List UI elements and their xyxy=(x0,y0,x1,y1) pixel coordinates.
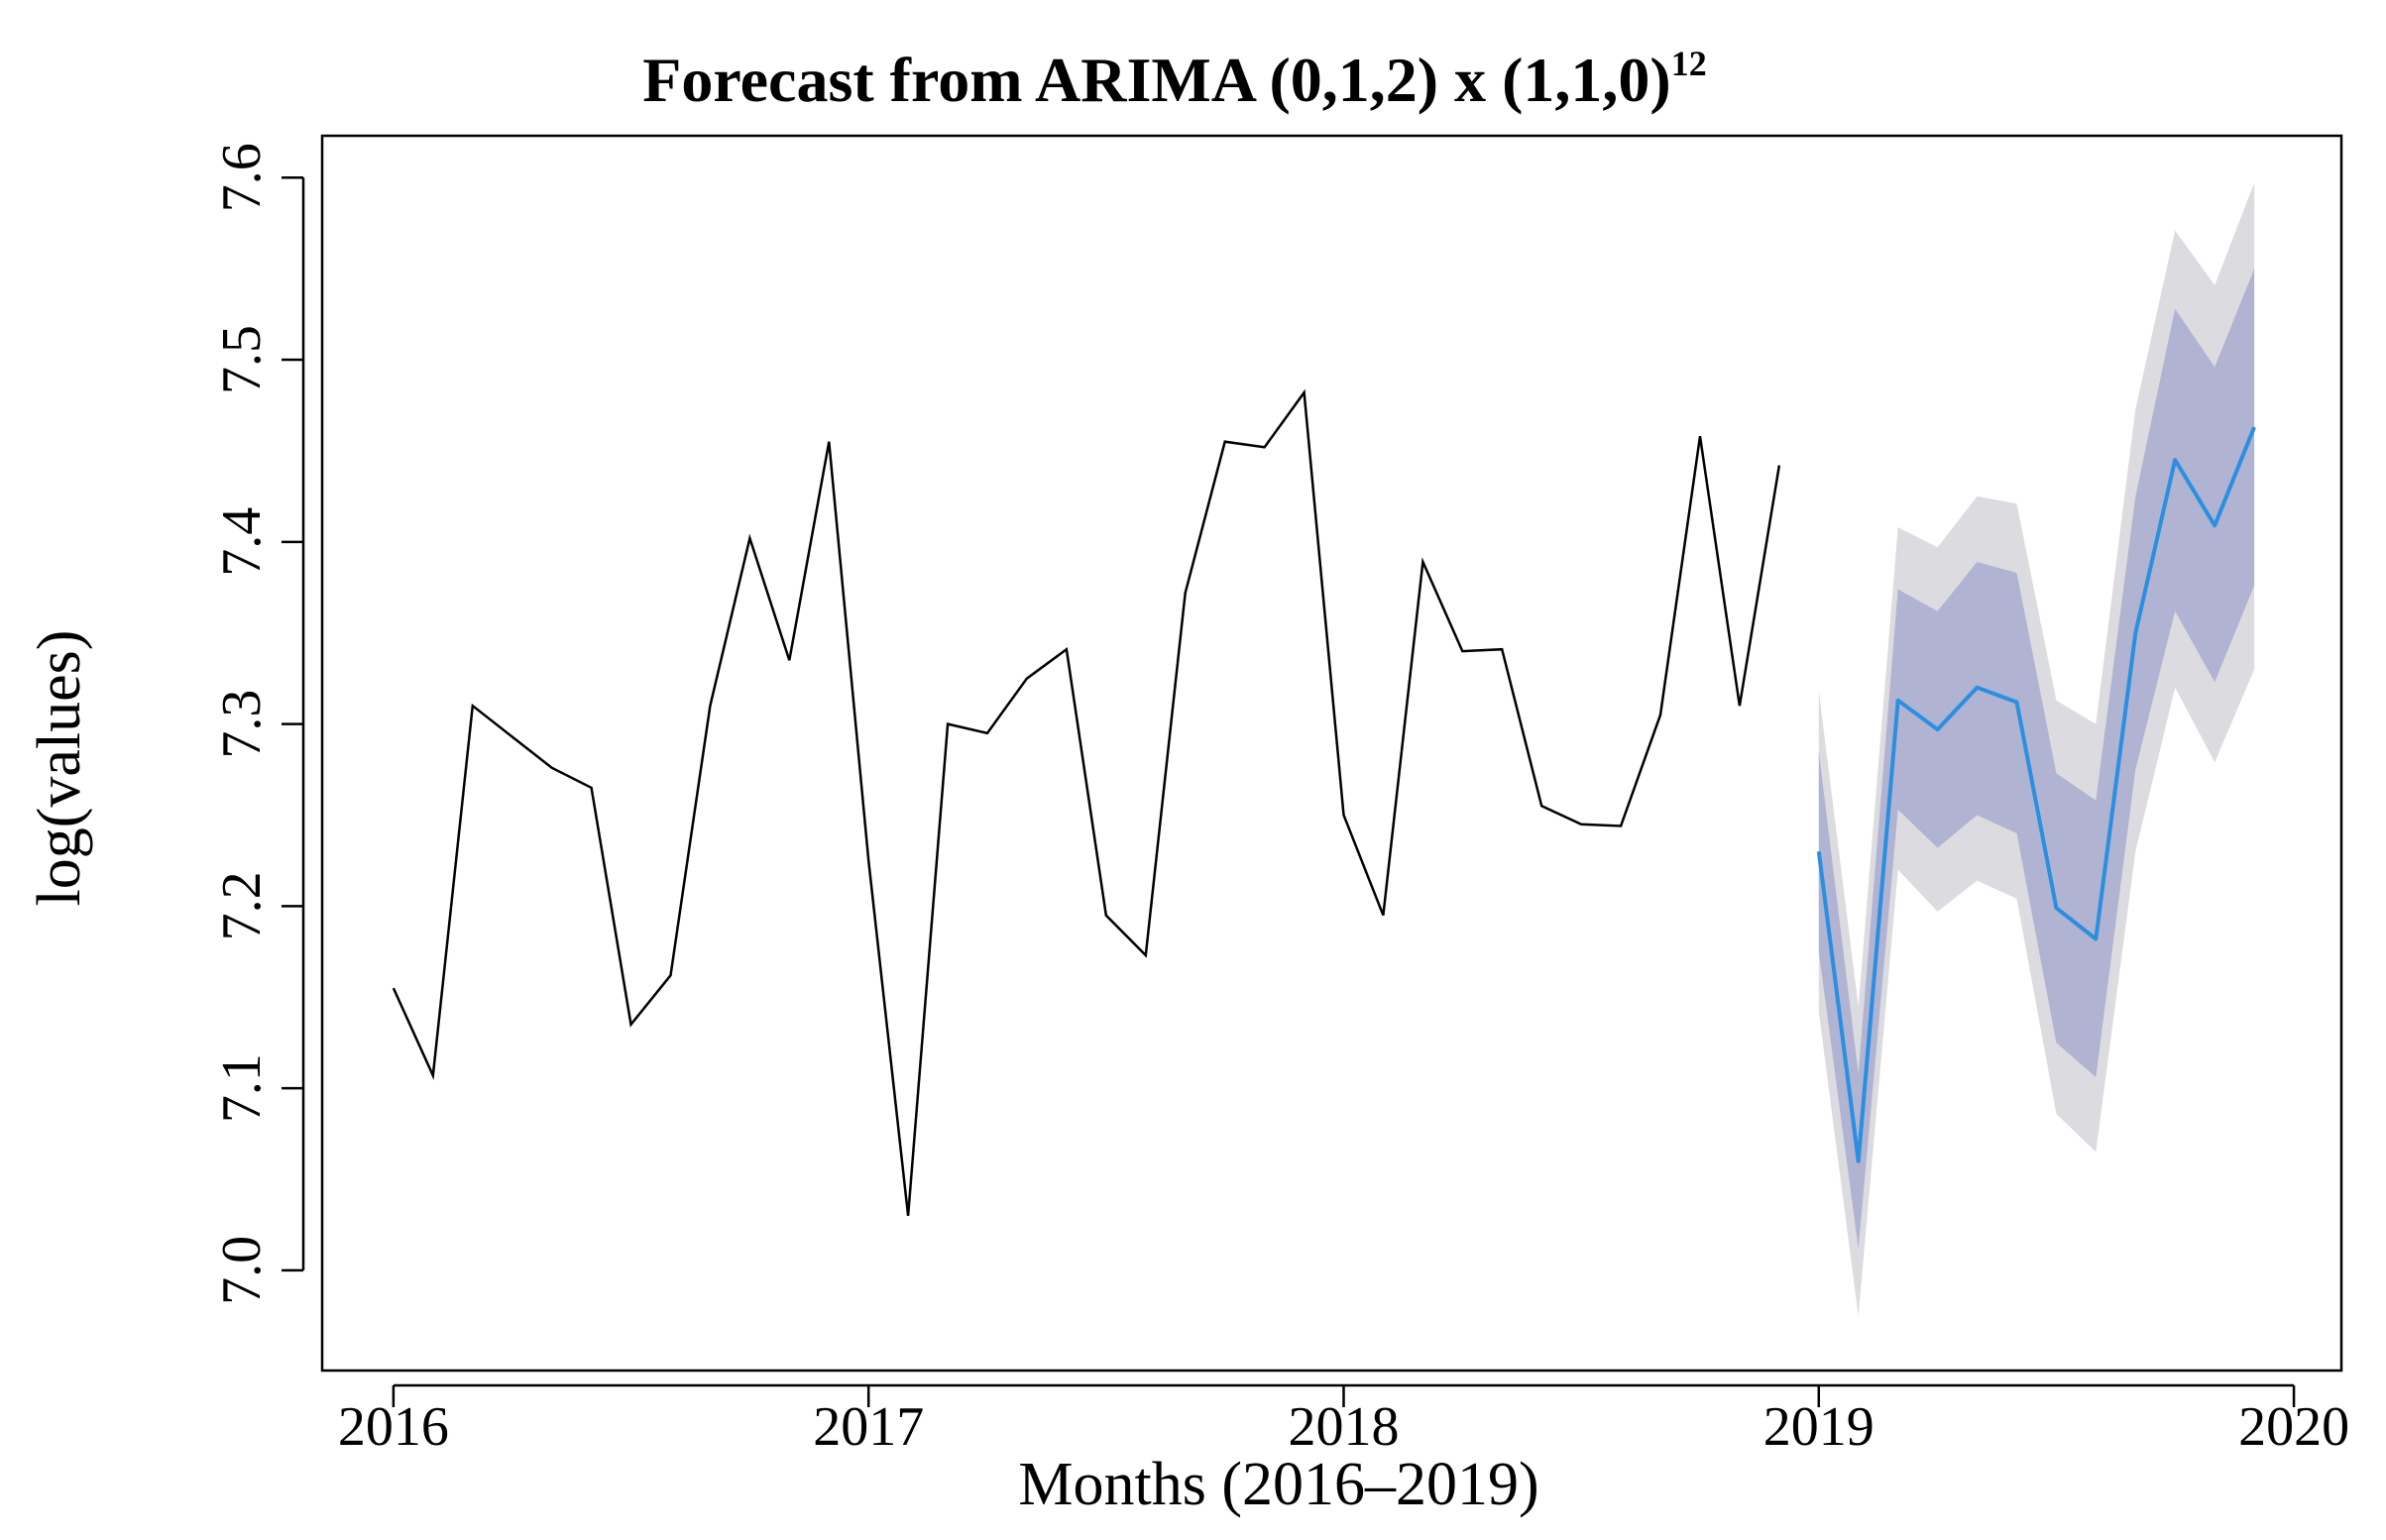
x-tick-label: 2019 xyxy=(1763,1396,1875,1458)
y-tick-label: 7.6 xyxy=(211,143,273,212)
x-tick-label: 2017 xyxy=(813,1396,924,1458)
y-tick-label: 7.4 xyxy=(211,507,273,577)
y-tick-label: 7.2 xyxy=(211,871,273,940)
plot-frame xyxy=(320,134,2343,1373)
y-tick-label: 7.3 xyxy=(211,690,273,759)
y-tick-label: 7.1 xyxy=(211,1053,273,1123)
forecast-series-line xyxy=(1816,426,2256,1163)
x-axis-label: Months (2016–2019) xyxy=(1018,1451,1538,1518)
y-tick-label: 7.0 xyxy=(211,1236,273,1305)
series-line-layer xyxy=(392,388,2256,1216)
chart-title-superscript: 12 xyxy=(1671,44,1707,83)
ci80-band-layer xyxy=(1818,269,2255,1249)
x-tick-label: 2020 xyxy=(2238,1396,2349,1458)
x-axis: 2016 2017 2018 2019 2020 xyxy=(338,1383,2349,1458)
chart-title: Forecast from ARIMA (0,1,2) x (1,1,0)12 xyxy=(642,44,1706,115)
observed-series-line xyxy=(392,388,1781,1216)
y-axis: 7.0 7.1 7.2 7.3 7.4 7.5 7.6 xyxy=(211,143,305,1305)
ci80-band xyxy=(1818,269,2255,1249)
y-axis-label: log(values) xyxy=(26,630,93,907)
x-tick-label: 2016 xyxy=(338,1396,449,1458)
x-tick-label: 2018 xyxy=(1288,1396,1399,1458)
y-tick-label: 7.5 xyxy=(211,325,273,394)
